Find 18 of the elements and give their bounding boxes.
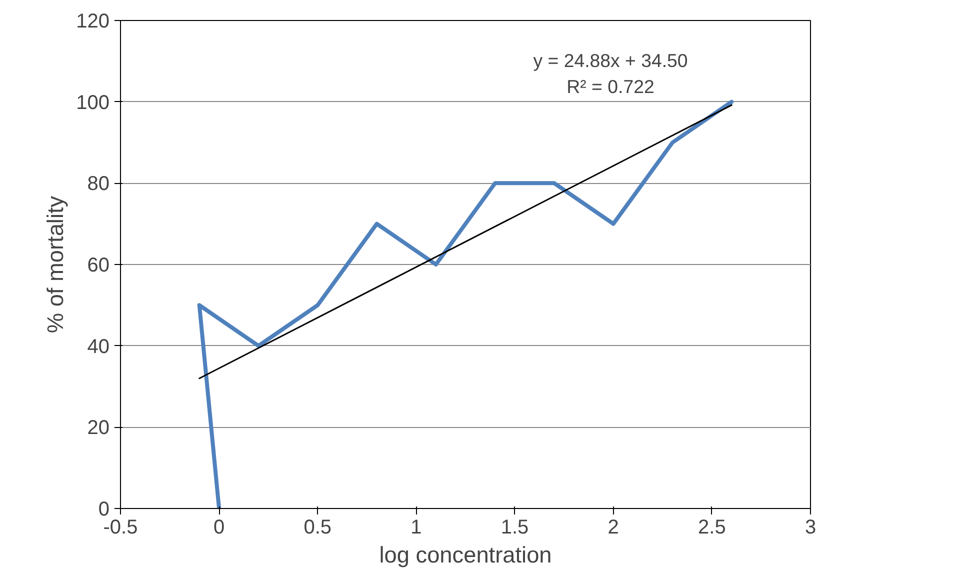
x-tick-label: 1	[410, 516, 422, 538]
y-tick-label: 40	[87, 336, 110, 358]
x-tick-label: 2.5	[698, 516, 726, 538]
line-series	[197, 100, 734, 508]
annotation: y = 24.88x + 34.50	[533, 50, 688, 71]
y-tick-label: 20	[87, 417, 110, 440]
annotation: R² = 0.722	[566, 76, 654, 97]
x-tick-label: 1.5	[500, 516, 529, 538]
x-tick-label: 3	[804, 516, 816, 538]
x-tick-label: 2	[608, 516, 619, 538]
y-tick-label: 120	[76, 10, 110, 32]
y-axis-title: % of mortality	[42, 195, 68, 334]
y-tick-label: 80	[87, 173, 110, 196]
x-axis-title: log concentration	[379, 542, 552, 568]
x-tick-label: 0.5	[304, 516, 332, 538]
x-tick-label: 0	[214, 516, 225, 538]
y-tick-label: 100	[76, 92, 110, 114]
y-tick-label: 60	[87, 254, 110, 276]
